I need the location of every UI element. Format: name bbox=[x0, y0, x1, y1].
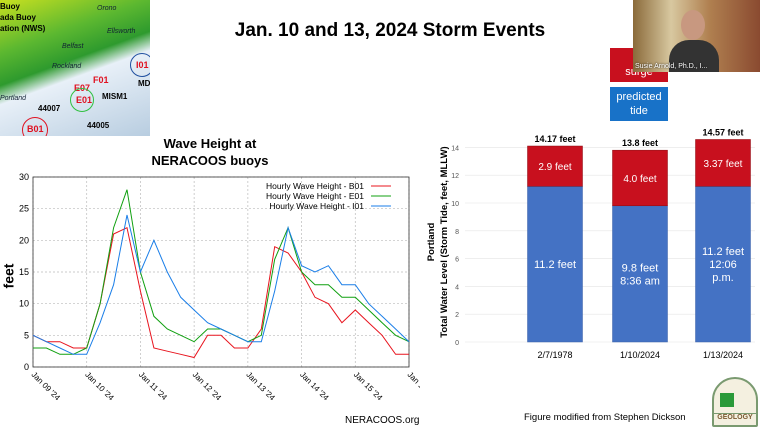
wave-chart-title-line: Wave Height at bbox=[163, 136, 257, 151]
series-line-2 bbox=[32, 214, 410, 355]
bar-value-label: 11.2 feet bbox=[702, 246, 744, 258]
b01-circle bbox=[22, 117, 48, 136]
buoy-label: MD bbox=[138, 79, 150, 88]
logo-mark bbox=[720, 393, 734, 407]
legend-predicted-tide: predicted tide bbox=[610, 87, 668, 121]
place-label: Orono bbox=[97, 5, 117, 12]
participant-name: Susie Arnold, Ph.D., I... bbox=[635, 63, 708, 70]
plot-frame bbox=[32, 176, 410, 368]
y-tick-label: 25 bbox=[19, 204, 29, 214]
bar-value-label: p.m. bbox=[712, 272, 733, 284]
figure-credit: Figure modified from Stephen Dickson bbox=[524, 412, 686, 423]
legend-text: predicted bbox=[616, 91, 662, 103]
bar-value-label: 3.37 feet bbox=[704, 159, 743, 170]
place-label: Ellsworth bbox=[107, 28, 136, 35]
y-tick-label: 14 bbox=[451, 145, 459, 152]
x-tick-label: Jan 15 '24 bbox=[352, 370, 385, 400]
y-tick-label: 2 bbox=[455, 312, 459, 319]
tide-bar bbox=[527, 186, 583, 343]
tide-bar bbox=[612, 205, 668, 343]
y-tick-label: 8 bbox=[455, 229, 459, 236]
x-tick-label: Jan 10 '24 bbox=[83, 370, 116, 400]
buoy-label: 44007 bbox=[38, 104, 61, 113]
geology-logo: GEOLOGY bbox=[712, 377, 758, 427]
legend-text: tide bbox=[630, 105, 648, 117]
logo-text: GEOLOGY bbox=[714, 413, 756, 425]
y-tick-label: 4 bbox=[455, 284, 459, 291]
bar-value-label: 8:36 am bbox=[620, 275, 660, 287]
water-level-chart: 0 2 4 6 8 10 12 14 Portland Total Water Level (St… bbox=[426, 127, 755, 360]
x-category-label: 2/7/1978 bbox=[537, 350, 572, 360]
y-tick-label: 0 bbox=[24, 362, 29, 372]
participant-video[interactable]: Susie Arnold, Ph.D., I... bbox=[633, 0, 760, 72]
wave-source: NERACOOS.org bbox=[345, 415, 420, 426]
bar-value-label: 9.8 feet bbox=[622, 262, 659, 274]
y-tick-label: 30 bbox=[19, 172, 29, 182]
map-legend-text: ation (NWS) bbox=[0, 24, 46, 33]
legend-label: Hourly Wave Height - I01 bbox=[269, 201, 364, 211]
bar-total-label: 13.8 feet bbox=[622, 138, 658, 148]
buoy-label: MISM1 bbox=[102, 92, 128, 101]
bar-value-label: 11.2 feet bbox=[534, 259, 576, 271]
wave-chart-title: Wave Height at NERACOOS buoys bbox=[110, 135, 310, 169]
surge-bar bbox=[612, 149, 668, 207]
wave-height-chart: 0 5 10 15 20 25 30 Jan 09 '24 Jan 10 '24 Jan 11 '… bbox=[19, 172, 420, 400]
place-label: Belfast bbox=[62, 43, 84, 50]
x-category-label: 1/13/2024 bbox=[703, 350, 743, 360]
y-axis-label: Total Water Level (Storm Tide, feet, MLL… bbox=[439, 146, 450, 337]
y-tick-label: 5 bbox=[24, 330, 29, 340]
place-label: Rockland bbox=[52, 63, 82, 70]
participant-body bbox=[669, 40, 719, 72]
participant-face bbox=[681, 10, 705, 40]
place-label: Portland bbox=[0, 95, 27, 102]
x-tick-label: Jan 11 '24 bbox=[137, 370, 169, 400]
bar-value-label: 4.0 feet bbox=[623, 174, 657, 185]
y-tick-label: 12 bbox=[451, 173, 459, 180]
tide-bar bbox=[695, 186, 751, 343]
bar-value-label: 2.9 feet bbox=[538, 162, 572, 173]
surge-bar bbox=[527, 145, 583, 187]
bar-total-label: 14.57 feet bbox=[702, 127, 743, 137]
buoy-label: 44005 bbox=[87, 121, 110, 130]
y-tick-label: 15 bbox=[19, 267, 29, 277]
legend-label: Hourly Wave Height - E01 bbox=[266, 191, 364, 201]
x-tick-label: Jan 13 '24 bbox=[244, 370, 277, 400]
x-tick-label: Jan 12 '24 bbox=[191, 370, 224, 400]
buoy-label: F01 bbox=[93, 75, 109, 85]
x-category-label: 1/10/2024 bbox=[620, 350, 660, 360]
wave-chart-title-line: NERACOOS buoys bbox=[151, 153, 269, 168]
x-tick-label: Jan 09 '24 bbox=[30, 370, 63, 400]
map-legend-text: ada Buoy bbox=[0, 13, 37, 22]
x-tick-label: Jan 14 '24 bbox=[298, 370, 331, 400]
bar-total-label: 14.17 feet bbox=[534, 134, 575, 144]
x-tick-label: Jan 16 bbox=[406, 370, 420, 394]
y-tick-label: 20 bbox=[19, 235, 29, 245]
bar-value-label: 12:06 bbox=[709, 259, 737, 271]
e01-circle bbox=[70, 88, 94, 112]
y-tick-label: 10 bbox=[451, 201, 459, 208]
y-tick-label: 0 bbox=[455, 340, 459, 347]
map-legend-text: Buoy bbox=[0, 2, 20, 11]
surge-bar bbox=[695, 139, 751, 187]
i01-circle bbox=[130, 53, 150, 77]
y-tick-label: 6 bbox=[455, 257, 459, 264]
legend-label: Hourly Wave Height - B01 bbox=[266, 181, 364, 191]
buoy-map: Buoy ada Buoy ation (NWS) Orono Ellswort… bbox=[0, 0, 150, 136]
y-tick-label: 10 bbox=[19, 299, 29, 309]
slide-title: Jan. 10 and 13, 2024 Storm Events bbox=[234, 20, 546, 41]
y-axis-label: Portland bbox=[426, 223, 437, 262]
